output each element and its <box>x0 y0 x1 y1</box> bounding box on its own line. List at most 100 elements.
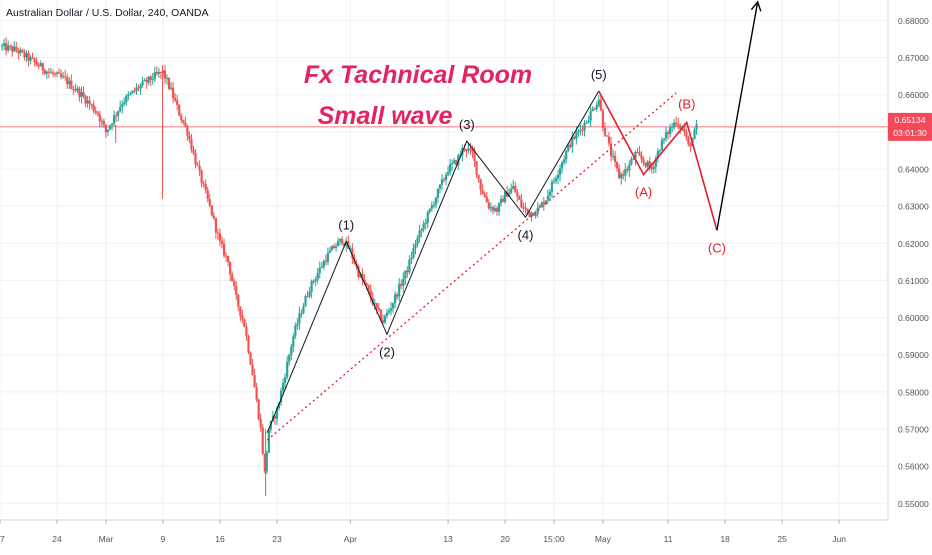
candle-body <box>485 196 488 203</box>
candle-body <box>306 296 309 298</box>
candle-body <box>62 76 65 78</box>
candle-body <box>233 281 236 287</box>
candle-body <box>414 244 417 249</box>
candle-body <box>591 108 594 112</box>
candle-body <box>286 361 289 378</box>
candle-body <box>137 87 140 89</box>
candle-body <box>70 80 73 89</box>
candle-body <box>634 152 637 159</box>
candle-body <box>504 191 507 202</box>
candle-body <box>628 164 631 171</box>
candle-body <box>176 100 179 106</box>
candle-body <box>375 303 378 309</box>
wave-label-black: (4) <box>518 227 534 242</box>
y-tick-label: 0.67000 <box>898 53 929 63</box>
candle-body <box>410 257 413 260</box>
candle-body <box>259 419 262 428</box>
candle-body <box>194 153 197 165</box>
candle-body <box>108 125 112 130</box>
candle-body <box>196 164 199 166</box>
candle-body <box>499 198 503 204</box>
candle-body <box>39 63 42 67</box>
candle-body <box>245 326 248 337</box>
candle-body <box>19 49 22 54</box>
candle-body <box>361 273 364 280</box>
candle-body <box>471 148 474 153</box>
candle-body <box>163 70 167 79</box>
candle-body <box>188 135 191 140</box>
candle-body <box>263 453 266 472</box>
candle-body <box>404 270 407 279</box>
candle-body <box>463 148 466 150</box>
candle-body <box>475 161 478 175</box>
candle-body <box>231 274 234 282</box>
candle-body <box>487 202 490 209</box>
candle-body <box>43 70 46 74</box>
candle-body <box>402 278 405 286</box>
candle-body <box>642 159 645 163</box>
candle-body <box>129 93 132 95</box>
x-tick-label: 25 <box>777 534 787 544</box>
candle-body <box>567 144 570 152</box>
candle-body <box>563 159 566 163</box>
wave-label-red: (A) <box>635 185 652 200</box>
candle-body <box>47 71 50 73</box>
candle-body <box>585 122 588 124</box>
candle-body <box>351 248 354 258</box>
candle-body <box>446 172 450 175</box>
candle-body <box>418 230 421 238</box>
candle-body <box>192 149 195 154</box>
candle-body <box>444 174 448 180</box>
candle-body <box>583 122 586 131</box>
candle-body <box>658 150 661 152</box>
x-axis[interactable]: 17 24 Mar 9 16 23 Apr 13 20 15:00 May 11 18 25 Jun <box>0 519 888 544</box>
candle-body <box>526 208 529 212</box>
candle-body <box>49 72 53 74</box>
y-tick-label: 0.64000 <box>898 165 929 175</box>
candle-body <box>597 99 600 106</box>
candle-body <box>198 165 201 171</box>
candle-body <box>139 85 142 89</box>
candle-body <box>275 408 279 419</box>
candle-body <box>284 377 287 383</box>
candle-body <box>180 115 183 121</box>
candle-body <box>377 308 380 310</box>
candle-body <box>666 132 670 134</box>
candle-body <box>249 352 252 365</box>
overlay-title-line2: Small wave <box>318 102 453 130</box>
x-tick-label: 11 <box>664 534 673 544</box>
candle-body <box>227 255 230 263</box>
candle-body <box>0 45 4 47</box>
candle-body <box>495 208 499 212</box>
candle-body <box>426 212 429 224</box>
candle-body <box>644 162 647 167</box>
candle-body <box>239 306 242 316</box>
candle-body <box>432 204 435 206</box>
candle-body <box>618 168 621 179</box>
y-axis[interactable]: 0.55000 0.56000 0.57000 0.58000 0.59000 0.600… <box>887 0 929 520</box>
impulse-wave-line <box>266 90 600 433</box>
candle-body <box>80 92 83 97</box>
candle-body <box>483 194 486 197</box>
candle-body <box>202 183 205 185</box>
candle-body <box>493 208 497 211</box>
candle-body <box>74 89 77 91</box>
candle-body <box>501 198 505 202</box>
candle-body <box>257 399 260 420</box>
candle-body <box>534 214 537 216</box>
candle-body <box>626 169 629 171</box>
candle-body <box>237 295 240 307</box>
y-tick-label: 0.60000 <box>898 313 929 323</box>
candle-body <box>668 127 672 134</box>
candle-body <box>552 180 556 182</box>
candle-body <box>9 45 12 47</box>
candle-body <box>114 115 118 117</box>
candle-body <box>2 43 6 46</box>
candle-body <box>449 163 452 173</box>
y-tick-label: 0.63000 <box>898 202 929 212</box>
y-tick-label: 0.55000 <box>898 499 929 509</box>
candle-body <box>37 64 40 67</box>
y-tick-label: 0.61000 <box>898 276 929 286</box>
